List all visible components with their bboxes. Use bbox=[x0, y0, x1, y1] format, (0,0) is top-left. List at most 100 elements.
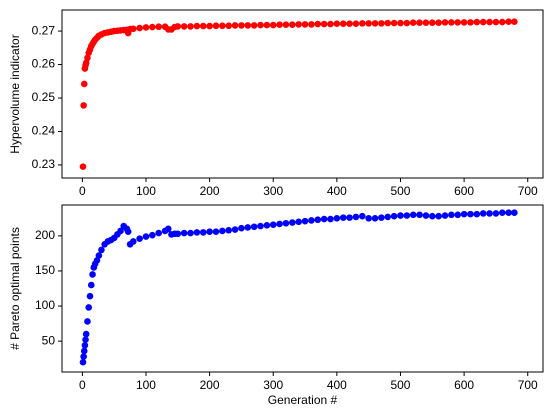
x-tick-label: 500 bbox=[390, 184, 410, 198]
data-point bbox=[403, 212, 411, 219]
data-point bbox=[498, 18, 506, 26]
data-point bbox=[416, 211, 423, 219]
data-point bbox=[257, 222, 264, 230]
data-point bbox=[89, 271, 96, 278]
data-point bbox=[371, 215, 379, 222]
x-tick-label: 400 bbox=[327, 184, 347, 198]
data-point bbox=[129, 25, 137, 33]
data-point bbox=[282, 21, 290, 29]
data-point bbox=[149, 23, 156, 31]
data-point bbox=[269, 221, 277, 228]
data-point bbox=[289, 219, 296, 226]
x-tick-label: 400 bbox=[327, 378, 347, 392]
data-point bbox=[479, 210, 487, 217]
data-point bbox=[117, 227, 124, 235]
data-point bbox=[346, 20, 353, 28]
data-point bbox=[301, 21, 309, 28]
x-tick-label: 600 bbox=[454, 378, 474, 392]
data-point bbox=[79, 358, 87, 366]
data-point bbox=[339, 214, 347, 221]
data-point bbox=[282, 219, 290, 227]
data-point bbox=[225, 226, 232, 234]
data-point bbox=[295, 21, 302, 28]
data-point bbox=[238, 224, 245, 232]
data-point bbox=[320, 20, 328, 28]
data-point bbox=[187, 23, 194, 30]
data-point bbox=[511, 18, 518, 26]
data-point bbox=[244, 224, 252, 231]
y-tick-label: 100 bbox=[35, 298, 55, 312]
data-point bbox=[422, 19, 430, 27]
data-point bbox=[359, 212, 366, 220]
data-point bbox=[80, 102, 87, 109]
data-point bbox=[378, 20, 385, 27]
y-axis-label: Hypervolume indicator bbox=[8, 34, 22, 153]
y-tick-label: 150 bbox=[35, 263, 55, 277]
data-point bbox=[378, 214, 385, 221]
data-point bbox=[84, 54, 91, 62]
data-point bbox=[219, 227, 226, 235]
data-point bbox=[397, 19, 404, 27]
data-point bbox=[257, 21, 264, 29]
y-tick-label: 200 bbox=[35, 228, 55, 242]
data-point bbox=[84, 318, 91, 325]
x-tick-label: 700 bbox=[518, 184, 538, 198]
data-point bbox=[174, 230, 182, 238]
data-point bbox=[199, 22, 207, 30]
data-point bbox=[81, 342, 89, 349]
data-point bbox=[505, 18, 512, 26]
y-tick-label: 0.25 bbox=[32, 90, 56, 104]
data-point bbox=[79, 163, 87, 170]
data-point bbox=[346, 214, 353, 221]
data-point bbox=[339, 20, 347, 28]
data-point bbox=[327, 20, 334, 28]
data-point bbox=[390, 19, 398, 27]
data-point bbox=[87, 281, 95, 289]
data-point bbox=[365, 215, 372, 222]
x-tick-label: 200 bbox=[200, 378, 220, 392]
data-point bbox=[193, 229, 201, 236]
data-point bbox=[301, 217, 309, 225]
data-point bbox=[422, 212, 430, 219]
data-point bbox=[467, 210, 474, 218]
data-point bbox=[359, 20, 366, 27]
data-point bbox=[212, 228, 220, 235]
data-point bbox=[164, 225, 172, 233]
data-point bbox=[320, 215, 328, 223]
x-tick-label: 300 bbox=[263, 184, 283, 198]
data-point bbox=[409, 19, 417, 27]
x-tick-label: 0 bbox=[79, 378, 86, 392]
data-point bbox=[206, 22, 213, 30]
data-point bbox=[384, 19, 392, 27]
data-point bbox=[82, 336, 89, 344]
x-tick-label: 500 bbox=[390, 378, 410, 392]
data-point bbox=[308, 21, 315, 28]
x-tick-label: 0 bbox=[79, 184, 86, 198]
data-point bbox=[473, 18, 481, 26]
data-point bbox=[352, 213, 360, 221]
data-point bbox=[238, 22, 245, 29]
data-point bbox=[212, 22, 220, 30]
x-axis-label: Generation # bbox=[268, 393, 338, 407]
data-point bbox=[82, 59, 90, 67]
data-point bbox=[276, 220, 283, 228]
data-point bbox=[333, 20, 341, 28]
data-point bbox=[231, 22, 239, 29]
data-point bbox=[250, 223, 258, 231]
data-point bbox=[149, 231, 156, 239]
data-point bbox=[435, 19, 442, 27]
data-point bbox=[416, 19, 423, 27]
data-point bbox=[492, 210, 500, 217]
y-tick-label: 0.24 bbox=[32, 124, 56, 138]
data-point bbox=[180, 229, 188, 237]
data-point bbox=[136, 24, 143, 32]
x-tick-label: 700 bbox=[518, 378, 538, 392]
data-point bbox=[403, 19, 411, 27]
data-point bbox=[314, 20, 322, 28]
x-tick-label: 100 bbox=[136, 378, 156, 392]
data-point bbox=[95, 252, 103, 259]
data-point bbox=[225, 22, 232, 30]
data-point bbox=[352, 20, 360, 28]
data-point bbox=[174, 23, 182, 30]
